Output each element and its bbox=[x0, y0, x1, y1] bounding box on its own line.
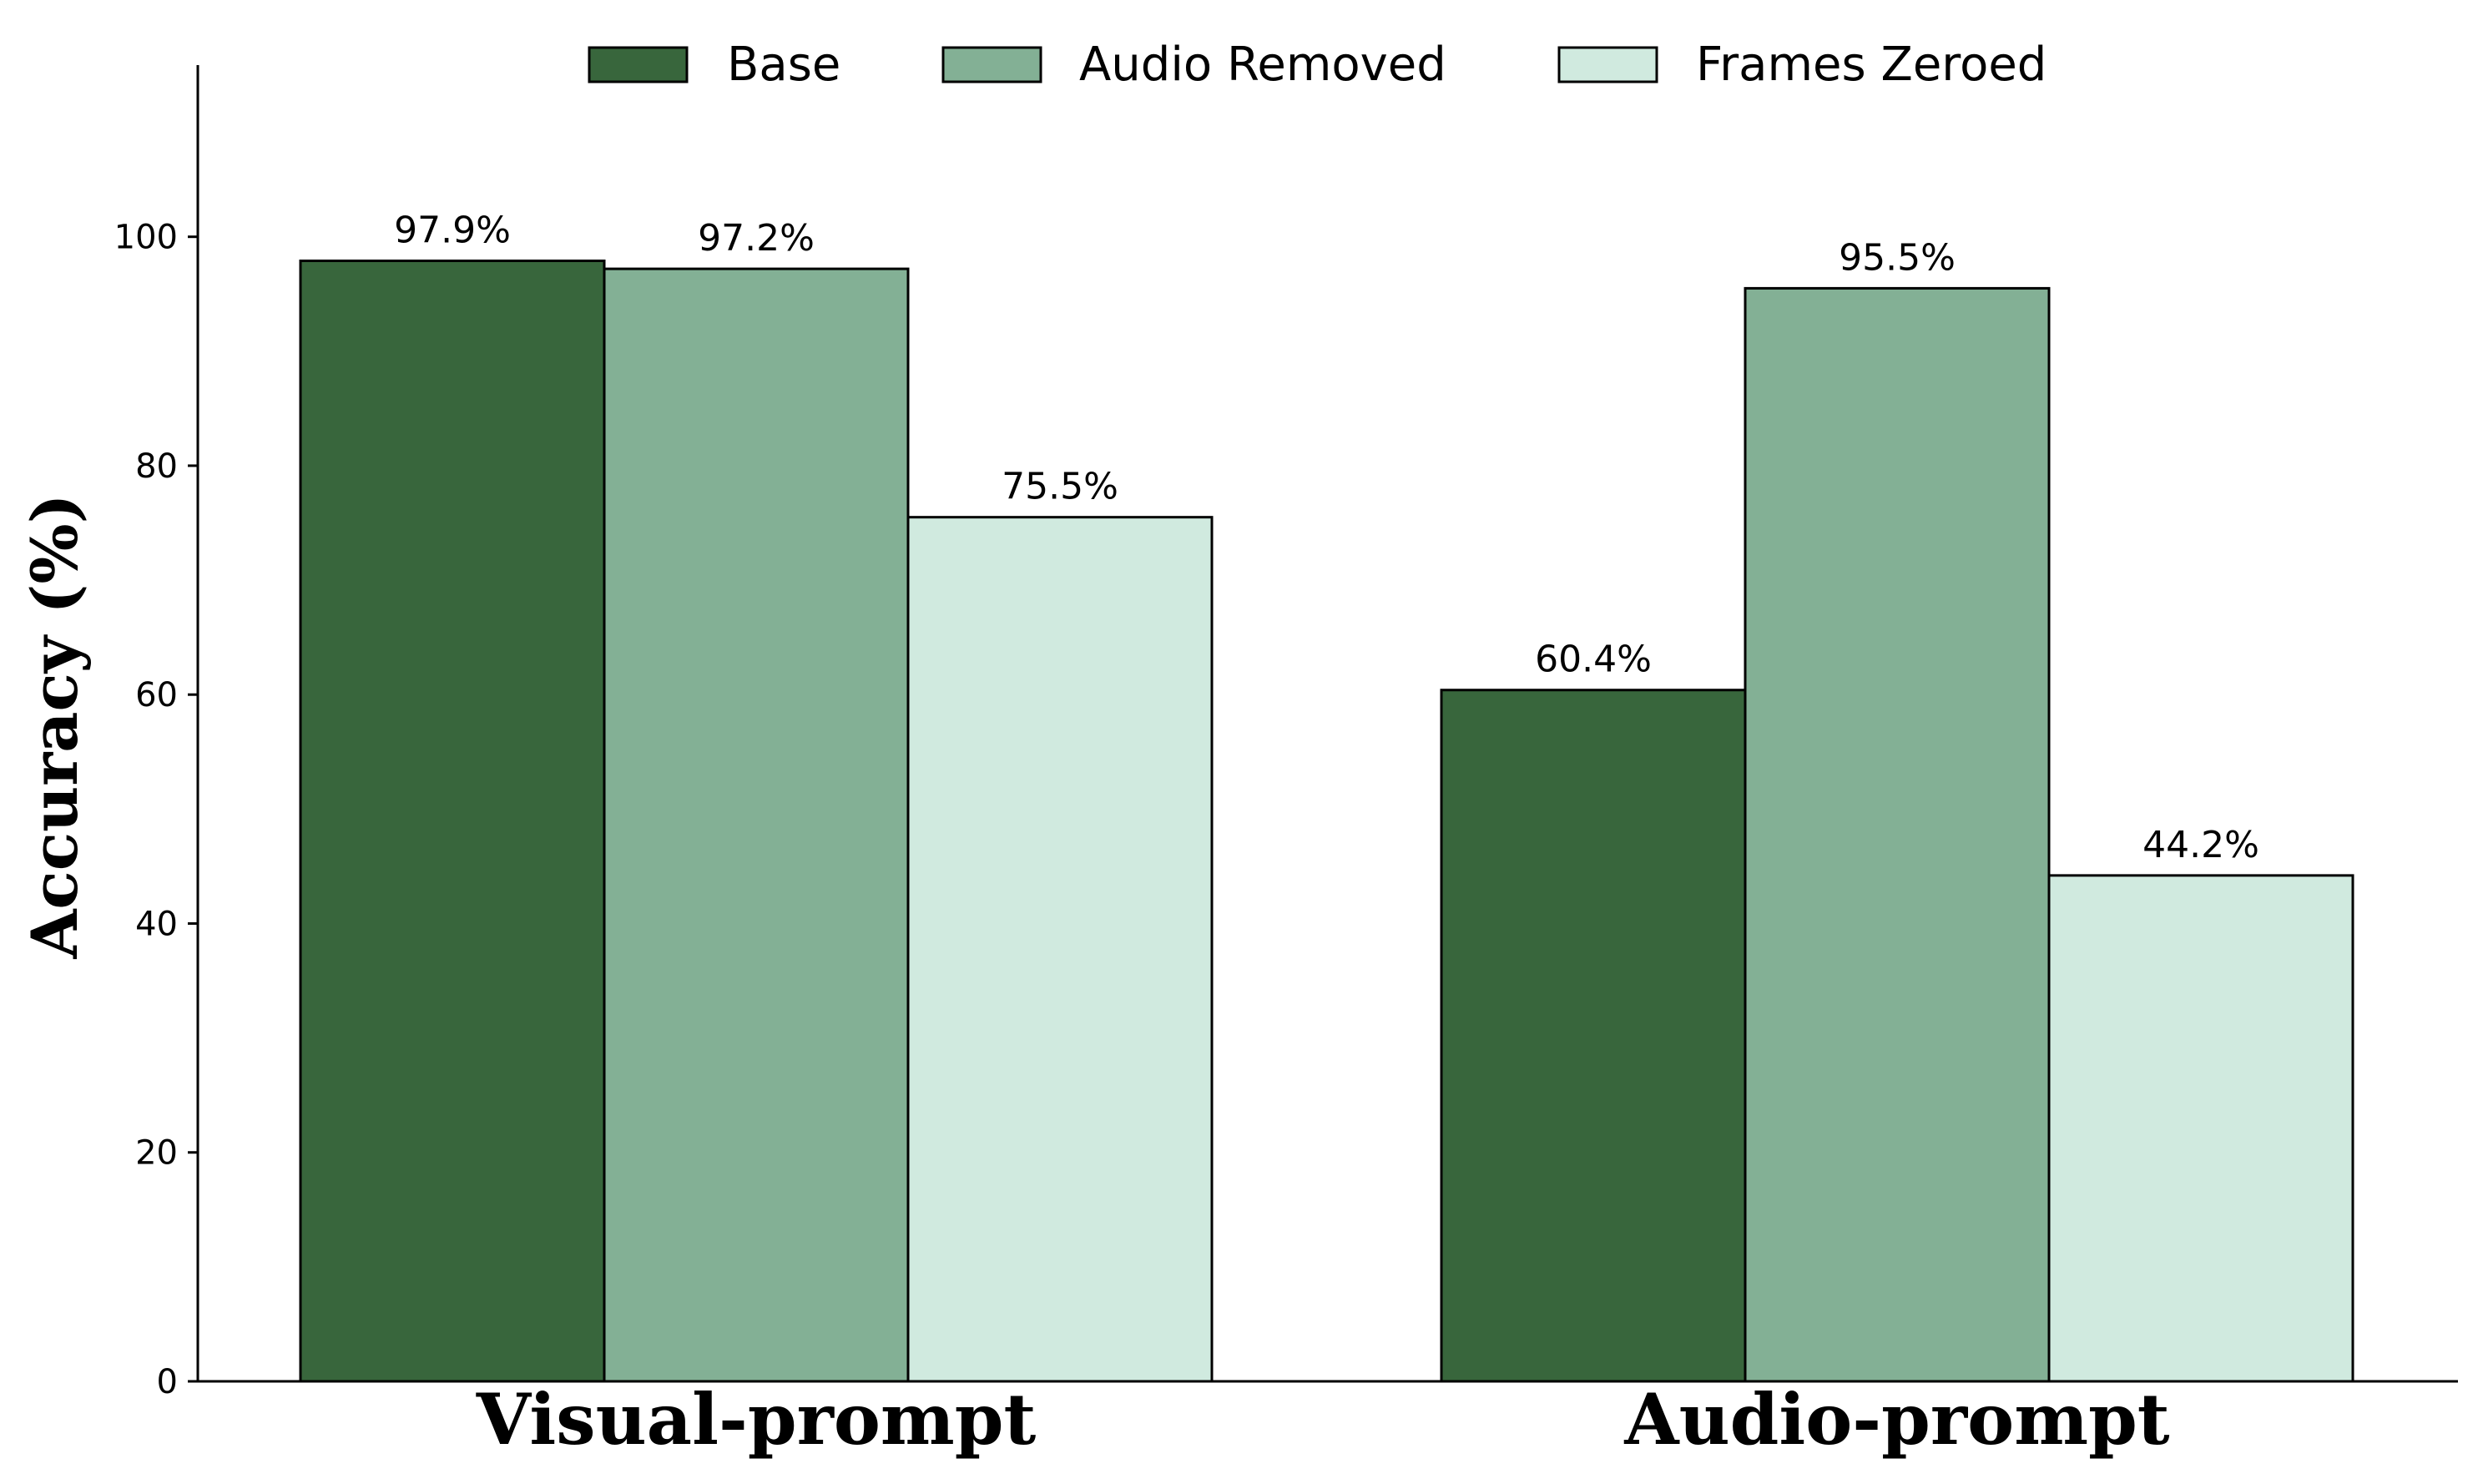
bar-audio-removed-audio-prompt bbox=[1744, 286, 2051, 1383]
data-label: 95.5% bbox=[1839, 236, 1956, 279]
y-tick-label: 60 bbox=[135, 676, 178, 714]
y-tick-label: 20 bbox=[135, 1134, 178, 1173]
data-label: 97.2% bbox=[698, 217, 815, 260]
bar-base-audio-prompt bbox=[1440, 689, 1747, 1383]
bar-audio-removed-visual-prompt bbox=[603, 267, 910, 1383]
x-category-label: Visual-prompt bbox=[476, 1378, 1037, 1461]
y-tick-label: 100 bbox=[114, 219, 178, 257]
x-category-label: Audio-prompt bbox=[1623, 1378, 2169, 1461]
y-tick-label: 0 bbox=[157, 1363, 178, 1401]
legend-swatch bbox=[588, 46, 689, 83]
legend-swatch bbox=[1557, 46, 1658, 83]
bar-frames-zeroed-visual-prompt bbox=[906, 516, 1214, 1383]
legend-label: Frames Zeroed bbox=[1696, 38, 2046, 92]
plot-area: 97.9% 60.4% 97.2% 95.5% 75.5% 44.2% 0 20 40 60 80 1… bbox=[114, 65, 2458, 1461]
bar-base-visual-prompt bbox=[299, 259, 606, 1383]
data-label: 60.4% bbox=[1535, 639, 1652, 681]
y-tick-label: 40 bbox=[135, 905, 178, 943]
y-axis-title: Accuracy (%) bbox=[18, 493, 92, 959]
data-label: 97.9% bbox=[394, 209, 511, 251]
bar-frames-zeroed-audio-prompt bbox=[2047, 874, 2354, 1383]
data-label: 44.2% bbox=[2142, 824, 2259, 866]
data-label: 75.5% bbox=[1002, 466, 1118, 508]
legend-label: Base bbox=[727, 38, 840, 92]
legend-swatch bbox=[941, 46, 1042, 83]
y-tick-label: 80 bbox=[135, 447, 178, 486]
legend-label: Audio Removed bbox=[1079, 38, 1446, 92]
legend: Base Audio Removed Frames Zeroed bbox=[588, 38, 2046, 92]
